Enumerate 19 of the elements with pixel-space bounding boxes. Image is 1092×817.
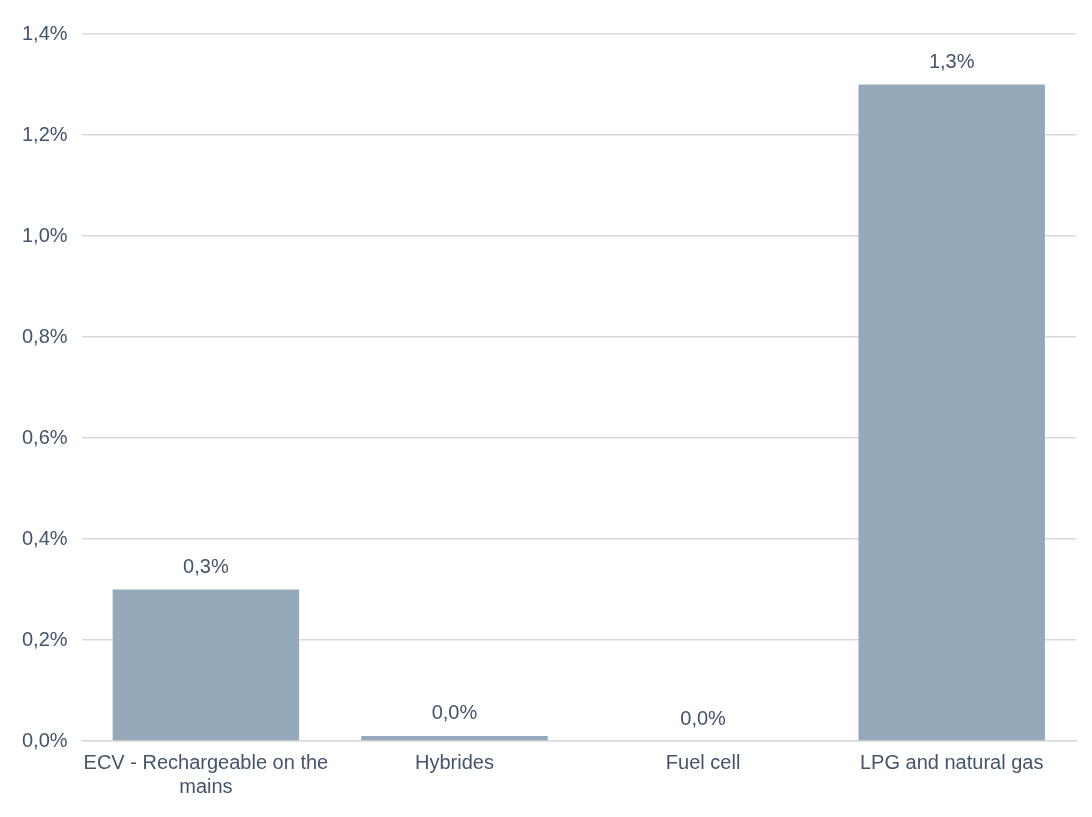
data-label: 0,0% [431,701,478,724]
data-label: 1,3% [928,50,975,73]
bar [361,735,548,741]
bar [858,84,1045,741]
y-tick-label: 0,8% [21,324,68,347]
data-label: 0,3% [183,555,229,578]
y-tick-label: 0,6% [21,425,68,448]
data-label: 0,0% [680,706,727,729]
y-tick-label: 0,4% [21,526,68,549]
x-tick-label: Fuel cell [665,750,741,773]
x-tick-label: LPG and natural gas [859,750,1044,773]
y-tick-label: 1,0% [21,223,68,246]
y-tick-label: 0,0% [21,728,68,751]
x-tick-label: ECV - Rechargeable on the mains [83,750,329,797]
y-tick-label: 1,2% [21,122,68,145]
y-tick-label: 0,2% [21,627,68,650]
bar [112,589,300,741]
y-tick-label: 1,4% [21,21,68,44]
x-tick-label: Hybrides [415,750,494,773]
